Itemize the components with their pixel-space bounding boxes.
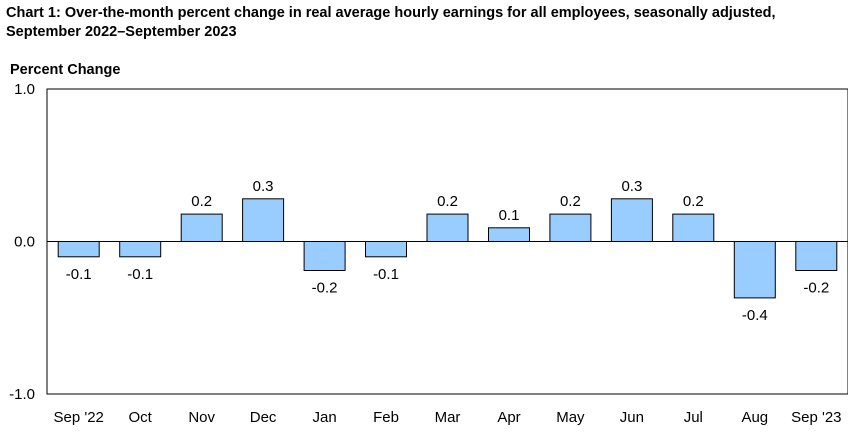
bar [672,213,715,243]
x-tick-label: Nov [188,409,215,426]
data-label: 0.2 [437,193,458,210]
data-label: -0.1 [127,266,153,283]
bar [610,198,653,243]
x-tick-label: Jan [313,409,337,426]
data-label: -0.2 [312,280,338,297]
x-tick-label: May [556,409,585,426]
y-tick-label: -1.0 [9,386,35,403]
y-tick-label: 0.0 [14,234,35,251]
data-label: 0.1 [499,207,520,224]
y-axis-ticks: 1.0 0.0 -1.0 [9,81,35,403]
chart-title: Chart 1: Over-the-month percent change i… [6,5,776,40]
x-tick-label: Mar [435,409,461,426]
bar [426,213,469,243]
data-label: 0.3 [621,178,642,195]
y-tick-label: 1.0 [14,81,35,98]
x-tick-label: Sep '23 [791,409,841,426]
bar [242,198,285,243]
bar [795,241,838,271]
data-label: -0.1 [66,266,92,283]
x-tick-label: Feb [373,409,399,426]
x-tick-label: Apr [497,409,520,426]
bar [303,241,346,271]
x-tick-label: Oct [129,409,153,426]
y-axis-label: Percent Change [10,62,121,78]
x-tick-label: Sep '22 [53,409,103,426]
x-tick-label: Dec [250,409,277,426]
x-tick-label: Aug [741,409,768,426]
bar [119,241,162,258]
bar [365,241,407,258]
data-label: 0.2 [191,193,212,210]
bar [180,213,223,243]
data-label: -0.1 [373,266,399,283]
bar [549,213,592,243]
data-label: -0.2 [803,280,829,297]
x-axis-ticks: Sep '22 Oct Nov Dec Jan Feb Mar Apr May Jun Jul Aug… [53,409,841,426]
data-label: 0.2 [560,193,581,210]
bar [733,241,776,299]
bars: -0.1 -0.1 0.2 0.3 -0.2 -0.1 0.2 0.1 0.2 0.3 0.2 -0.… [57,178,838,324]
data-label: -0.4 [742,307,768,324]
x-tick-label: Jun [620,409,644,426]
bar [57,241,100,258]
data-label: 0.3 [253,178,274,195]
x-tick-label: Jul [684,409,703,426]
data-label: 0.2 [683,193,704,210]
bar [488,227,530,243]
